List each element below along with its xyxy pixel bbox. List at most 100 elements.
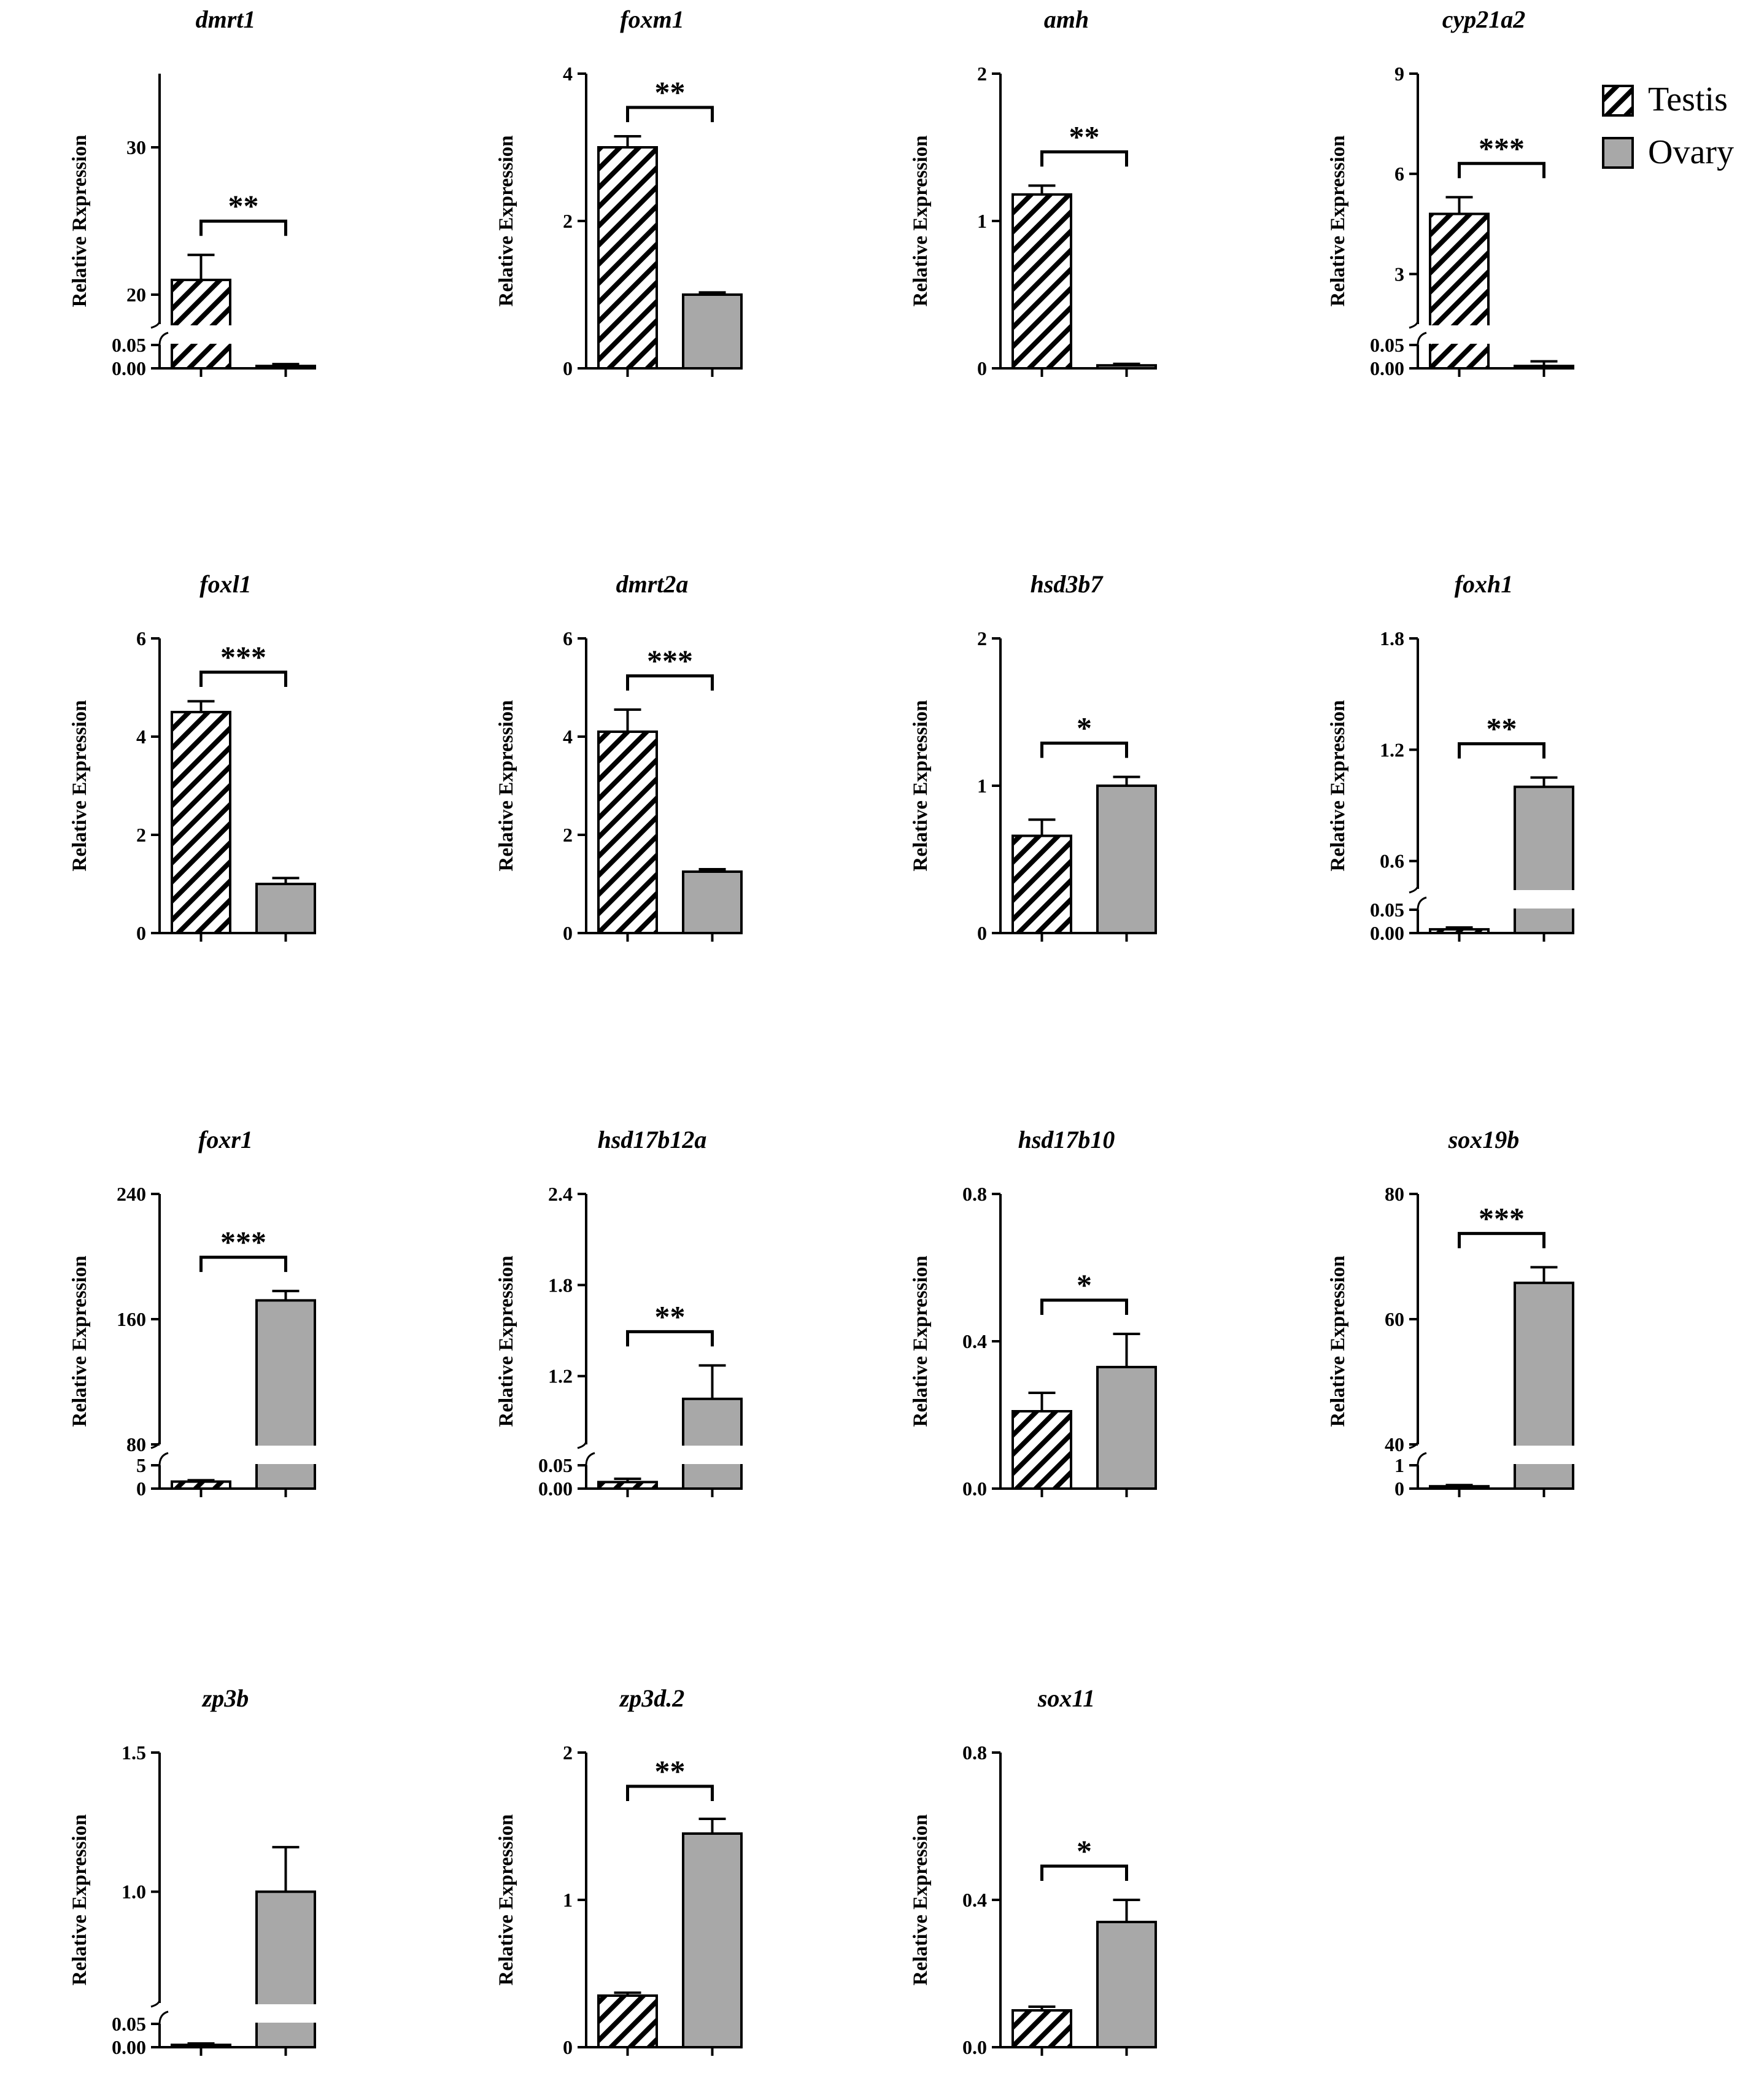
y-axis-label: Relative Expression — [910, 700, 932, 872]
panel-6: hsd3b7 Relative Expression 0 1 2 * — [910, 570, 1157, 944]
y-tick-label: 0.0 — [962, 2036, 987, 2058]
y-tick-label: 240 — [117, 1183, 146, 1205]
y-tick-label: 0.00 — [112, 357, 146, 379]
significance-bracket — [199, 670, 287, 687]
bar-testis — [597, 146, 658, 370]
y-tick-label: 160 — [117, 1308, 146, 1330]
significance-label: *** — [647, 643, 693, 678]
panel-title: amh — [1044, 6, 1089, 33]
y-tick-label: 0.00 — [112, 2036, 146, 2058]
axis-break-mark — [577, 1440, 595, 1466]
y-axis-label: Relative Expression — [69, 700, 91, 872]
significance-label: * — [1077, 711, 1092, 745]
bar-testis — [1011, 834, 1072, 934]
panel-title: zp3b — [201, 1684, 249, 1712]
bar-ovary — [1514, 365, 1574, 370]
significance-bracket — [1458, 1231, 1545, 1249]
y-tick-label: 2 — [563, 824, 573, 846]
bar-ovary — [255, 883, 316, 934]
legend: Testis Ovary — [1602, 80, 1734, 171]
y-tick-label: 80 — [126, 1433, 146, 1455]
significance-label: * — [1077, 1268, 1092, 1302]
panel-title: dmrt2a — [616, 570, 689, 598]
bar-ovary — [1096, 785, 1157, 934]
y-axis-label: Relative Expression — [910, 1256, 932, 1427]
panel-2: amh Relative Expression 0 1 2 ** — [910, 6, 1157, 379]
y-axis-label: Relative Expression — [1327, 700, 1349, 872]
y-tick-label: 0 — [1394, 1478, 1404, 1500]
y-tick-label: 1 — [563, 1889, 573, 1911]
panel-title: foxh1 — [1455, 570, 1514, 598]
y-axis-label: Relative Expression — [910, 136, 932, 307]
bar-testis — [597, 1994, 658, 2048]
bar-testis — [171, 1480, 231, 1490]
y-axis-label: Relative Expression — [69, 1256, 91, 1427]
y-axis-label: Relative Expression — [495, 136, 517, 307]
bar-ovary — [1096, 364, 1157, 370]
bar-testis — [1011, 193, 1072, 370]
y-tick-label: 1 — [977, 210, 987, 232]
panel-5: dmrt2a Relative Expression 0 2 4 6 *** — [495, 570, 743, 944]
y-tick-label: 0.8 — [962, 1183, 987, 1205]
y-tick-label: 1.8 — [1380, 627, 1404, 649]
panel-title: cyp21a2 — [1442, 6, 1526, 33]
bar-ovary — [682, 1397, 743, 1490]
panel-title: foxl1 — [199, 570, 251, 598]
y-tick-label: 0 — [563, 2036, 573, 2058]
bar-break-gap — [170, 325, 232, 344]
significance-bracket — [1040, 742, 1128, 758]
axis-break-mark — [150, 1999, 169, 2024]
y-tick-label: 0 — [977, 922, 987, 944]
y-tick-label: 2 — [136, 824, 146, 846]
significance-label: *** — [1479, 131, 1525, 165]
legend-label-ovary: Ovary — [1648, 133, 1734, 171]
bar-ovary — [1096, 1366, 1157, 1490]
bar-ovary — [1514, 785, 1574, 935]
y-tick-label: 1 — [977, 775, 987, 797]
y-tick-label: 3 — [1394, 263, 1404, 285]
y-tick-label: 0.6 — [1380, 850, 1404, 872]
y-axis-label: Relative Expression — [495, 700, 517, 872]
panel-title: hsd17b12a — [598, 1126, 707, 1153]
y-tick-label: 0 — [136, 1478, 146, 1500]
y-tick-label: 1.2 — [548, 1365, 573, 1387]
panel-9: hsd17b12a Relative Expression 0.000.05 1.2 1… — [495, 1126, 743, 1500]
y-tick-label: 0.05 — [1370, 334, 1404, 356]
significance-label: ** — [655, 1754, 686, 1788]
panel-3: cyp21a2 Relative Expression 0.000.05 3 6 9 *** — [1327, 6, 1574, 379]
bar-ovary — [682, 293, 743, 370]
significance-label: *** — [220, 1225, 266, 1259]
y-tick-label: 60 — [1385, 1308, 1404, 1330]
significance-bracket — [199, 219, 287, 236]
y-tick-label: 30 — [126, 136, 146, 158]
bar-break-gap — [1513, 890, 1575, 909]
y-tick-label: 9 — [1394, 63, 1404, 85]
significance-bracket — [1458, 742, 1545, 759]
y-tick-label: 0.05 — [538, 1454, 573, 1476]
significance-bracket — [1040, 150, 1128, 167]
significance-label: *** — [1479, 1201, 1525, 1235]
bar-testis — [597, 730, 658, 934]
axis-break-mark — [150, 320, 169, 346]
y-tick-label: 0.00 — [1370, 357, 1404, 379]
y-tick-label: 1.5 — [122, 1742, 146, 1764]
y-tick-label: 6 — [136, 627, 146, 649]
panel-0: dmrt1 Relative Rxpression 0.000.05 20 30 ** — [69, 6, 316, 379]
bar-testis — [1429, 928, 1490, 935]
bar-break-gap — [255, 2004, 317, 2023]
y-tick-label: 0.05 — [1370, 899, 1404, 921]
significance-bracket — [626, 1330, 714, 1347]
panel-12: zp3b Relative Expression 0.000.05 1.0 1.5 — [69, 1684, 317, 2058]
significance-label: ** — [655, 1299, 686, 1333]
y-tick-label: 5 — [136, 1454, 146, 1476]
y-tick-label: 0.4 — [962, 1330, 987, 1352]
significance-bracket — [1458, 161, 1545, 179]
bar-testis — [1429, 212, 1490, 370]
panel-title: sox19b — [1448, 1126, 1520, 1153]
legend-swatch-ovary — [1602, 137, 1634, 169]
y-tick-label: 1.2 — [1380, 738, 1404, 761]
significance-bracket — [1040, 1864, 1128, 1881]
panel-4: foxl1 Relative Expression 0 2 4 6 *** — [69, 570, 316, 944]
axis-break-mark — [1409, 885, 1427, 910]
y-tick-label: 0.05 — [112, 2013, 146, 2035]
